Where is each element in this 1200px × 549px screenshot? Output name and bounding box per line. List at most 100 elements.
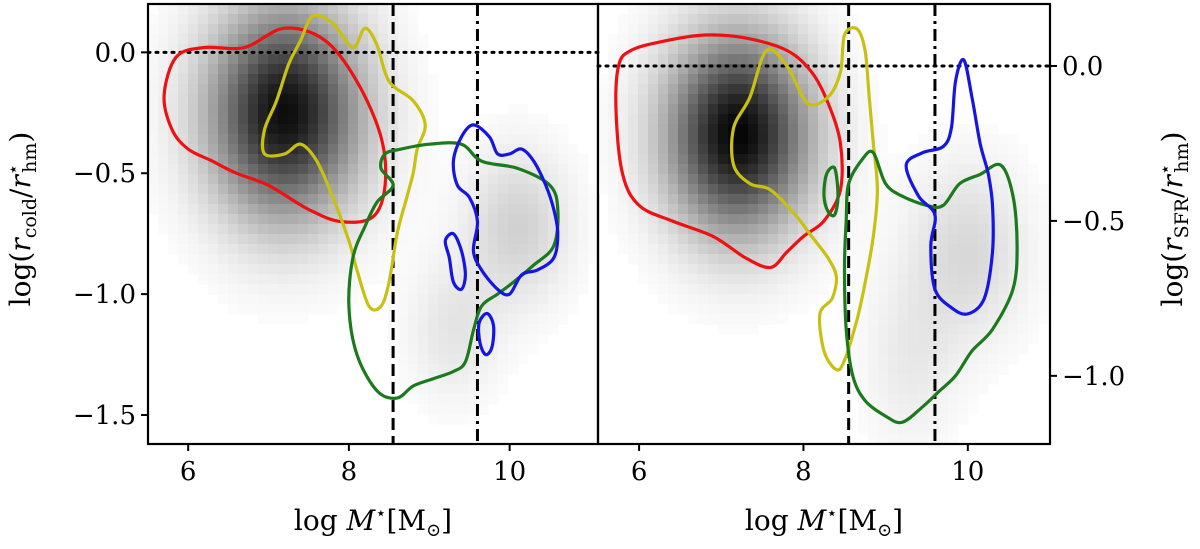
density-cell [828,134,839,145]
density-cell [478,154,489,165]
density-cell [768,124,779,135]
density-cell [578,284,589,295]
density-cell [568,244,579,255]
density-cell [168,184,179,195]
density-cell [148,24,159,35]
density-cell [508,144,519,155]
density-cell [558,154,569,165]
density-cell [438,384,449,395]
density-cell [738,304,749,315]
density-cell [1028,164,1039,175]
density-cell [858,214,869,225]
density-cell [268,284,279,295]
density-cell [618,24,629,35]
density-cell [728,284,739,295]
density-cell [748,234,759,245]
density-cell [178,84,189,95]
density-cell [818,164,829,175]
density-cell [568,264,579,275]
density-cell [878,354,889,365]
density-cell [448,314,459,325]
density-cell [338,84,349,95]
density-cell [188,14,199,25]
density-cell [498,354,509,365]
density-cell [298,124,309,135]
density-cell [248,234,259,245]
density-cell [368,14,379,25]
density-cell [188,124,199,135]
density-cell [388,34,399,45]
density-cell [238,24,249,35]
density-cell [938,264,949,275]
density-cell [1038,184,1049,195]
density-cell [848,184,859,195]
density-cell [488,114,499,125]
density-cell [428,224,439,235]
density-cell [638,4,649,15]
density-cell [378,14,389,25]
density-cell [328,184,339,195]
density-cell [638,54,649,65]
density-cell [278,64,289,75]
density-cell [158,204,169,215]
density-cell [238,4,249,15]
density-cell [258,214,269,225]
density-cell [898,174,909,185]
density-cell [978,274,989,285]
density-cell [718,124,729,135]
density-cell [778,294,789,305]
density-cell [458,154,469,165]
density-cell [768,114,779,125]
density-cell [758,254,769,265]
density-cell [1018,254,1029,265]
density-cell [968,294,979,305]
density-cell [658,204,669,215]
density-cell [288,14,299,25]
density-cell [758,34,769,45]
density-cell [378,114,389,125]
density-cell [648,124,659,135]
density-cell [778,144,789,155]
density-cell [908,434,919,445]
density-cell [1008,254,1019,265]
density-cell [978,224,989,235]
density-cell [328,294,339,305]
density-cell [228,284,239,295]
density-cell [258,314,269,325]
density-cell [738,164,749,175]
density-cell [808,164,819,175]
density-cell [558,284,569,295]
density-cell [648,64,659,75]
density-cell [908,194,919,205]
density-cell [868,394,879,405]
density-cell [408,24,419,35]
density-cell [198,34,209,45]
density-cell [238,234,249,245]
density-cell [178,224,189,235]
density-cell [208,94,219,105]
density-cell [658,74,669,85]
density-cell [988,174,999,185]
density-cell [228,224,239,235]
density-cell [868,344,879,355]
density-cell [218,64,229,75]
density-cell [268,4,279,15]
density-cell [318,244,329,255]
density-cell [448,344,459,355]
density-cell [798,64,809,75]
density-cell [328,264,339,275]
density-cell [688,154,699,165]
density-cell [958,334,969,345]
density-cell [748,124,759,135]
density-cell [648,114,659,125]
density-cell [818,104,829,115]
density-cell [728,184,739,195]
density-cell [888,354,899,365]
x-axis-label-left: log M⋆[M⊙] [294,503,452,541]
density-cell [918,234,929,245]
density-cell [878,414,889,425]
density-cell [1028,334,1039,345]
density-cell [688,84,699,95]
density-cell [1008,134,1019,145]
density-cell [848,124,859,135]
